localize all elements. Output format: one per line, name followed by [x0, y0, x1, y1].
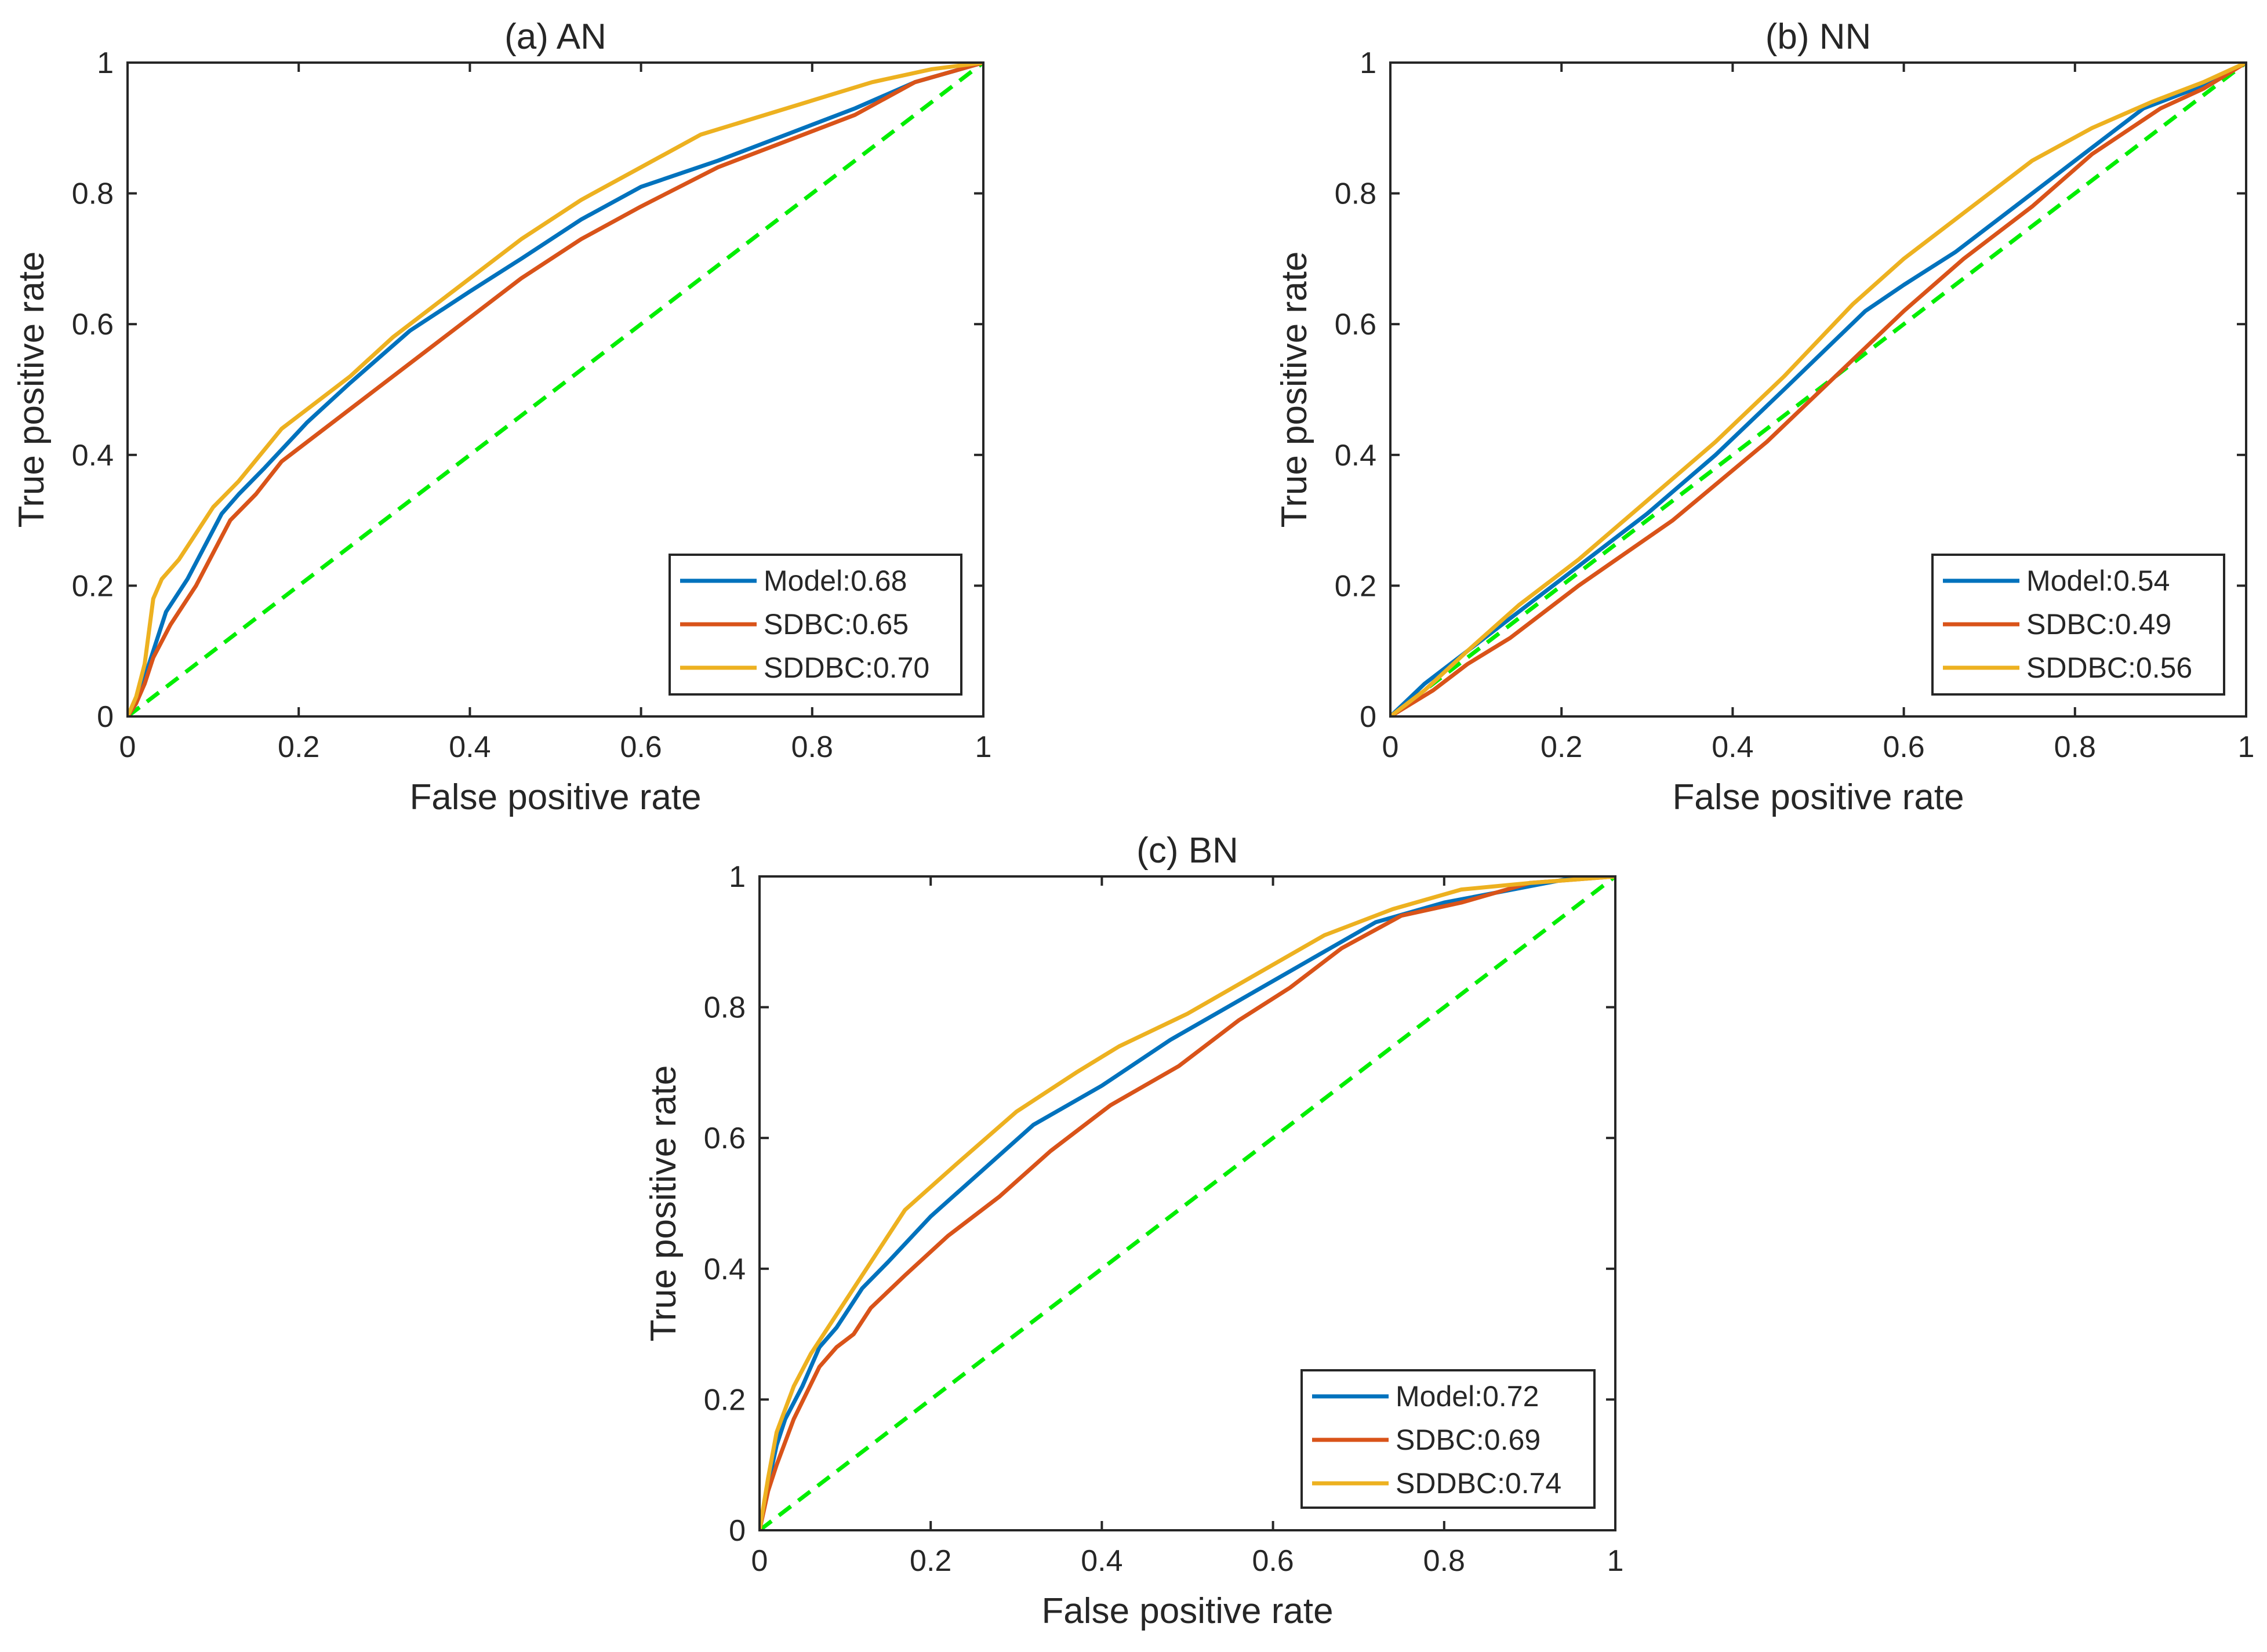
legend-label: SDDBC:0.56 — [2026, 652, 2192, 684]
series-line-3 — [760, 876, 1615, 1530]
y-tick-label: 0 — [1360, 700, 1376, 734]
legend-label: SDDBC:0.74 — [1396, 1467, 1561, 1500]
x-tick-label: 1 — [1607, 1544, 1624, 1578]
axes-box — [758, 875, 1616, 1531]
axes-box — [1389, 61, 2247, 718]
x-axis-label: False positive rate — [1041, 1591, 1333, 1631]
y-tick-label: 0.6 — [72, 308, 114, 341]
y-tick-label: 0 — [729, 1514, 746, 1548]
y-tick-label: 0.6 — [704, 1122, 746, 1155]
y-axis-label: True positive rate — [644, 1065, 684, 1342]
y-tick-label: 1 — [97, 46, 114, 80]
x-tick-label: 0.8 — [1423, 1544, 1465, 1578]
y-tick-label: 0.4 — [1335, 439, 1376, 472]
x-tick-label: 1 — [975, 730, 992, 764]
y-tick-label: 1 — [729, 860, 746, 894]
series-line-1 — [1390, 63, 2246, 716]
legend-label: Model:0.54 — [2026, 565, 2170, 597]
x-tick-label: 0.6 — [1252, 1544, 1294, 1578]
legend: Model:0.54 SDBC:0.49 SDDBC:0.56 — [1931, 554, 2225, 696]
series-line-2 — [760, 876, 1615, 1530]
y-tick-label: 0.2 — [72, 569, 114, 603]
chart-title: (a) AN — [504, 17, 606, 57]
legend: Model:0.72 SDBC:0.69 SDDBC:0.74 — [1300, 1369, 1596, 1509]
x-tick-label: 0.4 — [1712, 730, 1753, 764]
x-tick-label: 0.6 — [620, 730, 662, 764]
chance-diagonal-line — [760, 876, 1615, 1530]
chart-title: (c) BN — [1136, 831, 1238, 871]
axes-box — [126, 61, 984, 718]
series-line-3 — [128, 63, 983, 716]
chance-diagonal-line — [1390, 63, 2246, 716]
x-tick-label: 0 — [751, 1544, 768, 1578]
y-tick-label: 0.8 — [1335, 177, 1376, 211]
y-tick-label: 0.4 — [704, 1253, 746, 1286]
y-tick-label: 0.2 — [1335, 569, 1376, 603]
legend-label: SDDBC:0.70 — [764, 652, 929, 684]
y-axis-label: True positive rate — [12, 252, 52, 528]
series-line-3 — [1390, 63, 2246, 716]
y-tick-label: 0.2 — [704, 1383, 746, 1417]
y-tick-label: 1 — [1360, 46, 1376, 80]
x-tick-label: 0.8 — [791, 730, 833, 764]
y-tick-label: 0.4 — [72, 439, 114, 472]
x-tick-label: 0 — [1382, 730, 1399, 764]
x-tick-label: 0.8 — [2054, 730, 2096, 764]
y-axis-label: True positive rate — [1274, 252, 1314, 528]
x-axis-label: False positive rate — [409, 777, 701, 817]
roc-panel-2: 0 0.2 0.4 0.6 0.8 1 0 0.2 0.4 0.6 0.8 1 (b) NN False … — [1274, 17, 2254, 817]
series-group — [1390, 63, 2246, 716]
chance-diagonal-line — [128, 63, 983, 716]
x-tick-label: 0.2 — [278, 730, 319, 764]
x-tick-label: 0.4 — [1081, 1544, 1122, 1578]
y-tick-label: 0.6 — [1335, 308, 1376, 341]
legend-label: SDBC:0.65 — [764, 608, 909, 641]
roc-panel-1: 0 0.2 0.4 0.6 0.8 1 0 0.2 0.4 0.6 0.8 1 (a) AN False … — [12, 17, 991, 817]
series-group — [128, 63, 983, 716]
x-tick-label: 0.2 — [910, 1544, 951, 1578]
legend-label: Model:0.68 — [764, 565, 907, 597]
legend-label: Model:0.72 — [1396, 1380, 1539, 1413]
legend: Model:0.68 SDBC:0.65 SDDBC:0.70 — [669, 554, 962, 696]
series-line-1 — [128, 63, 983, 716]
y-tick-label: 0.8 — [704, 991, 746, 1025]
chart-title: (b) NN — [1765, 17, 1872, 57]
y-tick-label: 0 — [97, 700, 114, 734]
series-line-2 — [128, 63, 983, 716]
x-tick-label: 1 — [2238, 730, 2255, 764]
x-tick-label: 0 — [119, 730, 136, 764]
roc-panel-3: 0 0.2 0.4 0.6 0.8 1 0 0.2 0.4 0.6 0.8 1 (c) BN False … — [644, 831, 1623, 1631]
y-tick-label: 0.8 — [72, 177, 114, 211]
x-tick-label: 0.2 — [1541, 730, 1582, 764]
x-tick-label: 0.6 — [1883, 730, 1924, 764]
series-group — [760, 876, 1615, 1530]
x-tick-label: 0.4 — [449, 730, 491, 764]
series-line-2 — [1390, 63, 2246, 716]
legend-label: SDBC:0.69 — [1396, 1424, 1541, 1456]
x-axis-label: False positive rate — [1672, 777, 1964, 817]
legend-label: SDBC:0.49 — [2026, 608, 2171, 641]
